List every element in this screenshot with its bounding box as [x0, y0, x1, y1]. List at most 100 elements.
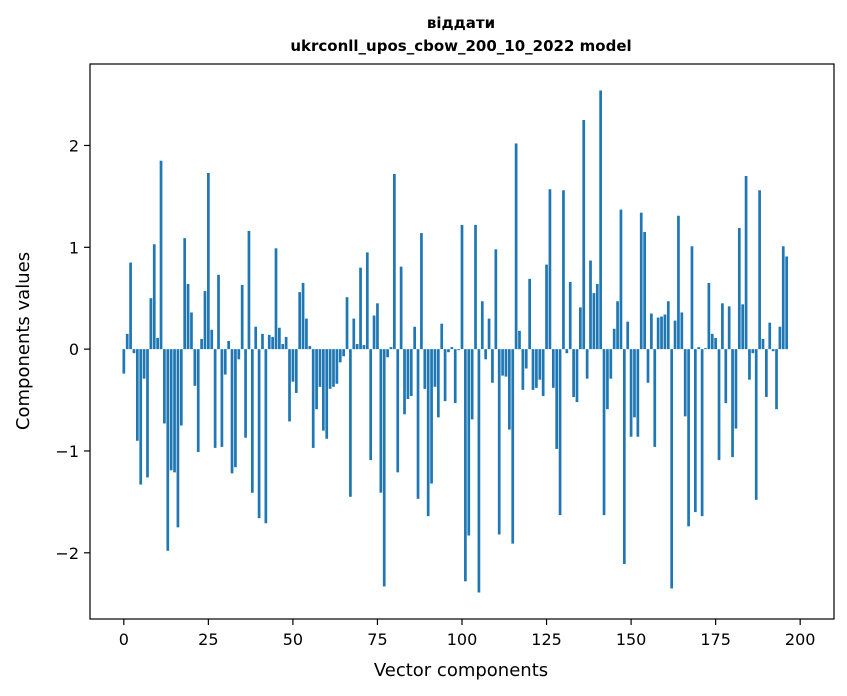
bar-58: [318, 349, 322, 387]
bar-84: [406, 349, 410, 400]
bar-40: [257, 349, 261, 519]
bar-121: [531, 349, 535, 390]
bar-119: [524, 349, 528, 369]
x-tick-label: 100: [447, 630, 478, 649]
bar-148: [622, 349, 626, 565]
bar-172: [704, 348, 707, 350]
bar-160: [663, 314, 667, 350]
bar-41: [261, 333, 264, 350]
bar-62: [332, 349, 335, 387]
bar-0: [122, 349, 126, 374]
bar-76: [379, 349, 383, 493]
bar-98: [453, 349, 457, 404]
bar-196: [785, 256, 789, 350]
bar-4: [135, 349, 139, 441]
bar-14: [169, 349, 173, 471]
x-tick-label: 0: [119, 630, 129, 649]
y-axis-label: Components values: [13, 252, 34, 430]
bar-180: [731, 349, 734, 458]
bar-146: [616, 301, 619, 350]
bar-49: [288, 349, 291, 422]
bar-176: [717, 349, 721, 461]
chart-title-line1: віддати: [427, 14, 495, 32]
bar-141: [599, 90, 603, 350]
bar-99: [457, 349, 460, 351]
y-tick-label: −2: [55, 544, 79, 563]
bar-86: [413, 326, 417, 350]
bar-125: [545, 264, 548, 350]
bar-107: [484, 349, 488, 360]
bar-191: [768, 322, 772, 350]
y-tick-label: 0: [69, 340, 79, 359]
bar-111: [497, 349, 501, 535]
bar-159: [660, 316, 663, 350]
bar-106: [480, 301, 484, 350]
bar-134: [575, 349, 579, 403]
bar-142: [602, 349, 606, 516]
bar-37: [247, 231, 251, 350]
bar-series: [122, 90, 789, 593]
bar-67: [349, 349, 352, 497]
bar-158: [656, 317, 660, 350]
x-tick-label: 175: [700, 630, 731, 649]
bar-88: [420, 233, 423, 350]
bar-195: [781, 246, 785, 350]
y-tick-label: 2: [69, 136, 79, 155]
bar-135: [579, 307, 582, 350]
bar-163: [673, 320, 677, 350]
bar-16: [176, 349, 180, 528]
bar-89: [423, 349, 427, 389]
bar-70: [359, 267, 362, 350]
bar-77: [382, 349, 386, 587]
bar-192: [771, 349, 775, 352]
bar-97: [450, 347, 454, 350]
bar-35: [240, 284, 244, 350]
bar-2: [129, 262, 132, 350]
bar-39: [254, 326, 258, 350]
bar-145: [612, 328, 616, 350]
bar-11: [159, 160, 163, 350]
bar-65: [342, 349, 345, 357]
bar-21: [193, 349, 197, 386]
bar-129: [558, 349, 562, 516]
bar-102: [467, 349, 471, 536]
bar-26: [210, 329, 214, 350]
bar-15: [173, 349, 176, 473]
bar-10: [156, 337, 159, 350]
bar-82: [399, 266, 403, 350]
x-tick-label: 200: [785, 630, 816, 649]
bar-54: [305, 318, 308, 350]
bar-33: [234, 349, 237, 468]
bar-18: [183, 238, 187, 350]
bar-63: [335, 349, 339, 384]
bar-136: [582, 120, 586, 350]
bar-91: [430, 349, 433, 484]
bar-72: [365, 252, 369, 350]
bar-149: [626, 321, 630, 350]
bar-109: [491, 349, 494, 383]
bar-188: [758, 190, 761, 350]
bar-155: [646, 349, 650, 383]
bar-69: [355, 344, 359, 350]
bar-23: [200, 338, 203, 350]
bar-94: [440, 323, 444, 350]
bar-157: [653, 349, 657, 447]
bar-110: [494, 249, 498, 350]
bar-114: [507, 349, 511, 430]
bar-118: [521, 349, 525, 390]
bar-24: [203, 291, 207, 350]
bar-178: [724, 349, 728, 404]
bar-193: [775, 349, 778, 410]
bar-75: [376, 303, 379, 350]
bar-117: [518, 330, 521, 350]
bar-105: [477, 349, 481, 593]
bar-175: [714, 337, 717, 350]
bar-137: [585, 349, 589, 379]
bar-177: [721, 303, 724, 350]
bar-3: [132, 349, 136, 354]
bar-68: [352, 318, 356, 350]
bar-185: [748, 349, 751, 380]
bar-56: [311, 349, 315, 448]
